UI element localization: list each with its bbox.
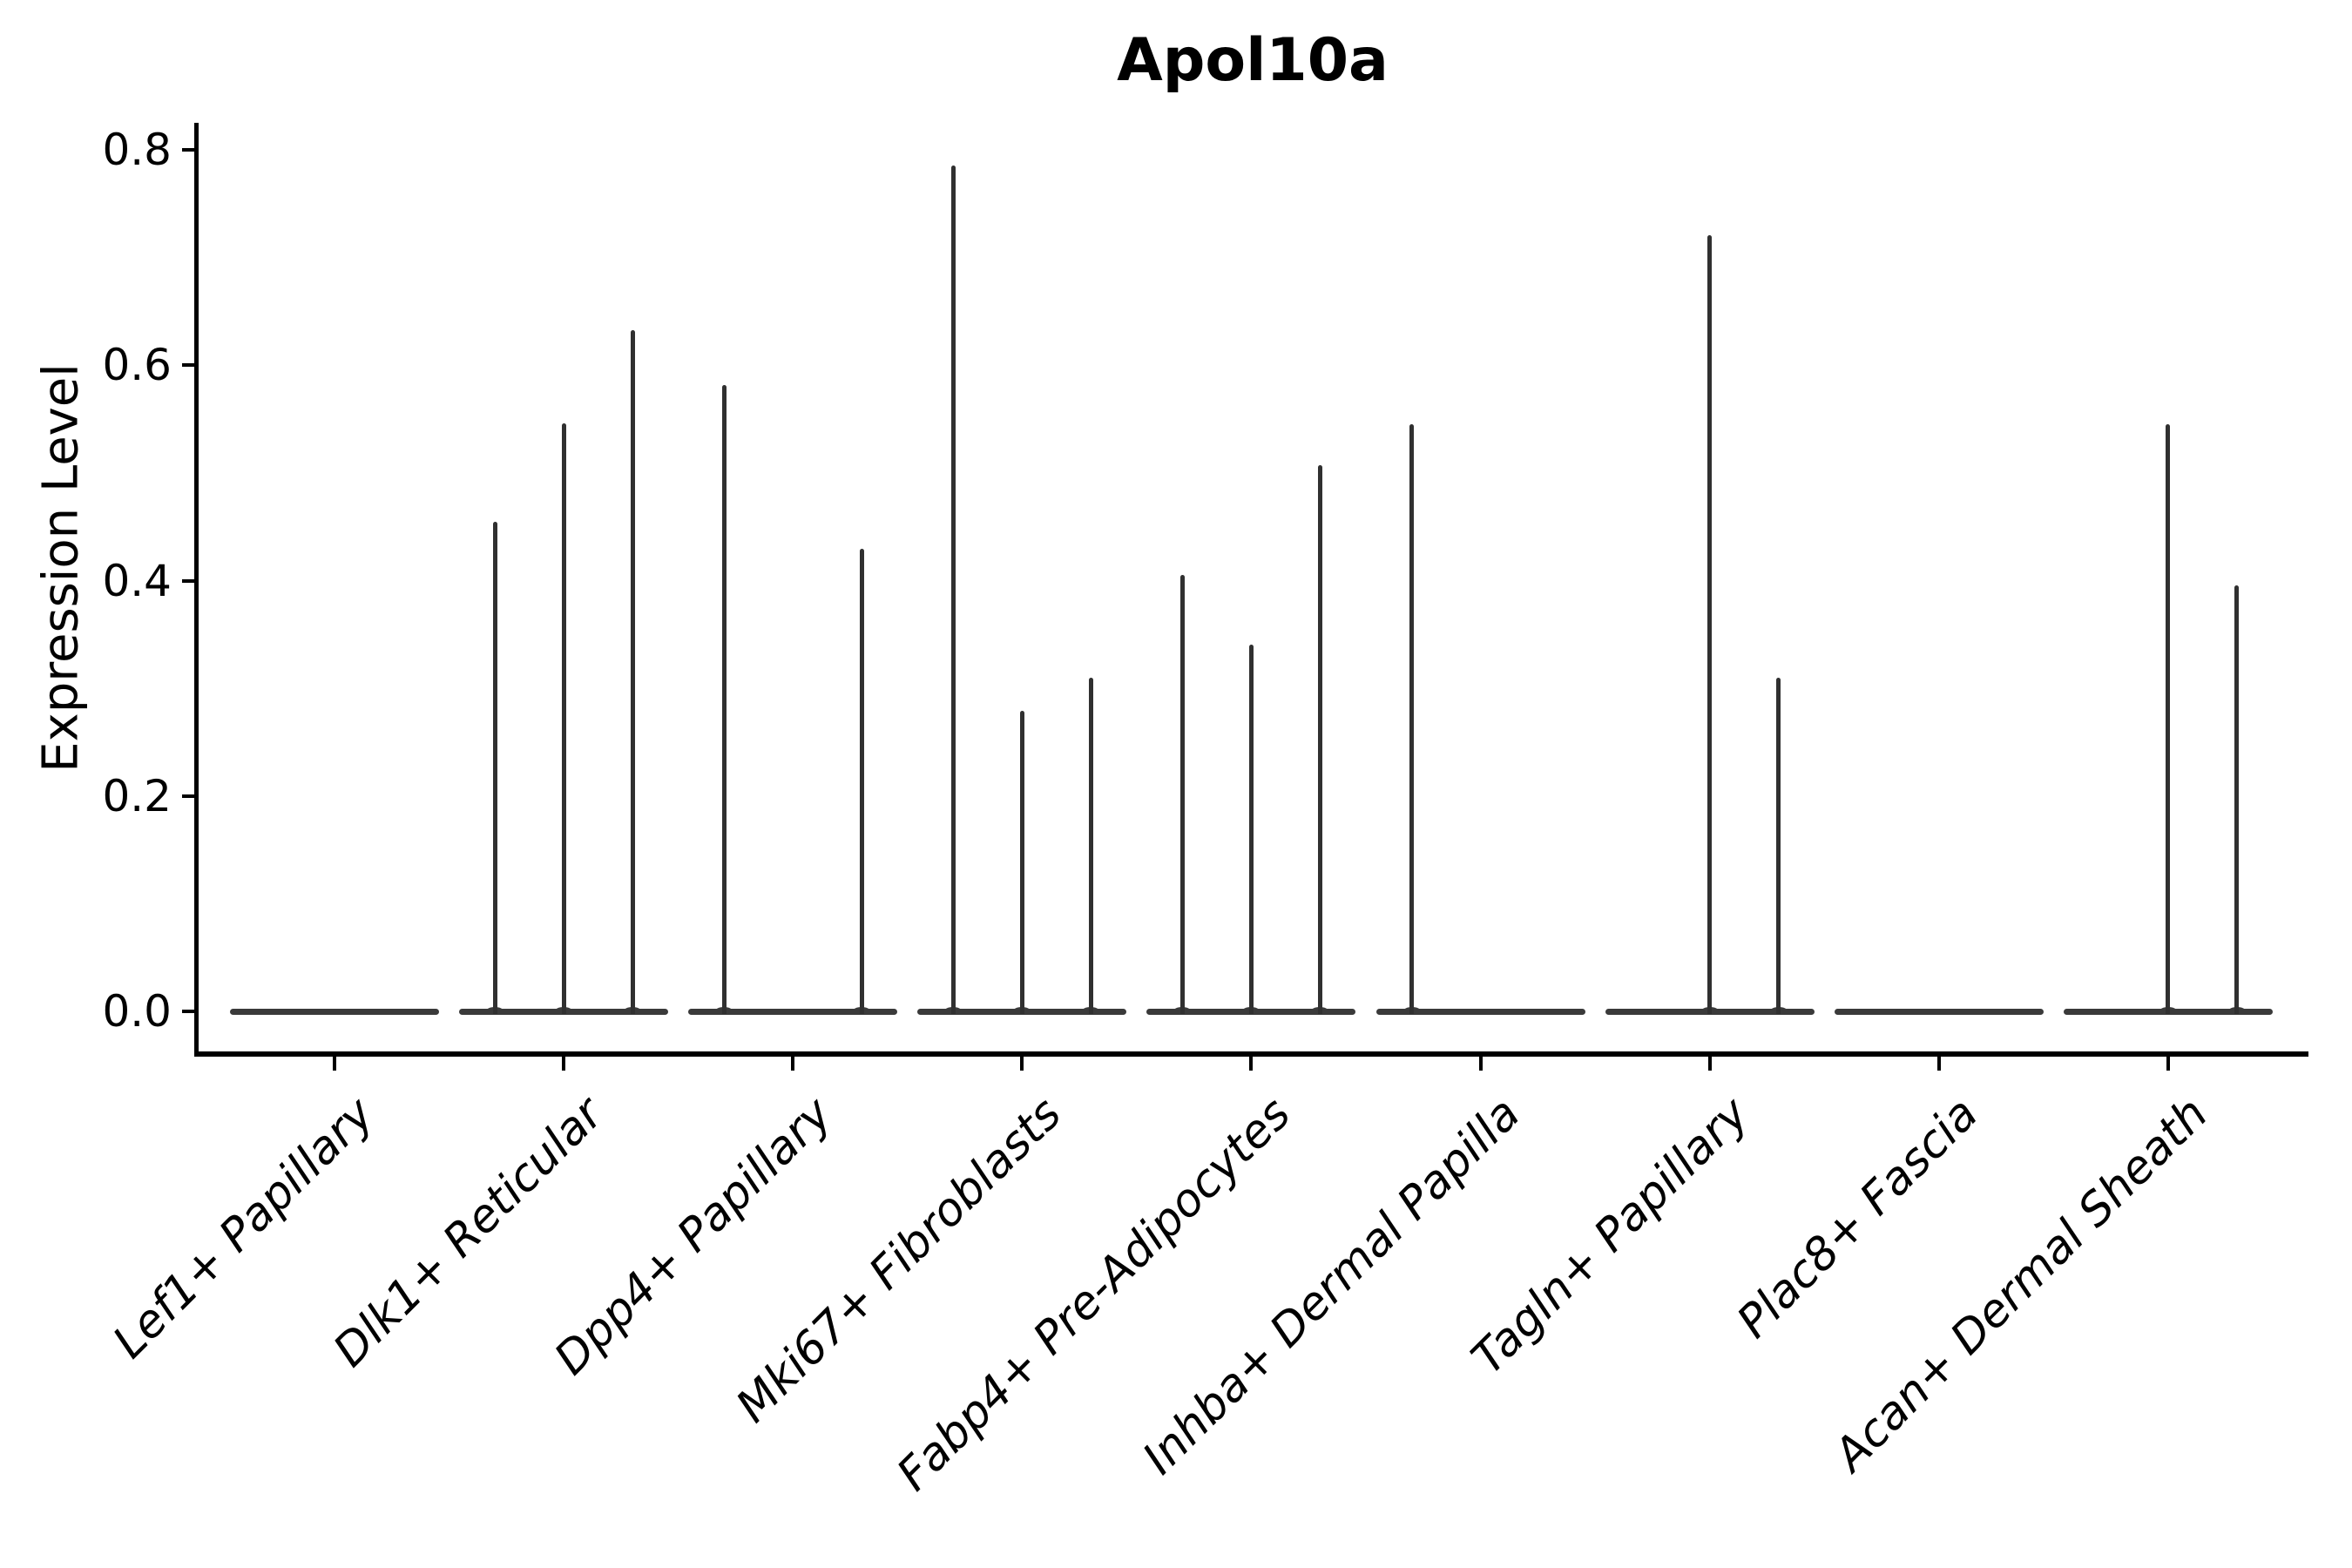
violin-spike	[1409, 424, 1414, 1014]
violin-spike	[2234, 585, 2240, 1014]
violin-spike	[1248, 644, 1254, 1014]
violin-spike	[630, 329, 635, 1014]
y-tick-label: 0.6	[102, 340, 172, 391]
y-tick-mark	[182, 148, 194, 152]
violin-spike	[2166, 424, 2171, 1014]
x-tick-mark	[1707, 1057, 1712, 1071]
violin-baseline	[688, 1008, 898, 1015]
x-tick-label: Plac8+ Fascia	[1727, 1087, 1989, 1348]
violin-spike	[721, 384, 727, 1014]
x-tick-label: Acan+ Dermal Sheath	[1823, 1087, 2218, 1482]
violin-spike	[1088, 677, 1093, 1014]
y-axis-spine	[194, 123, 199, 1057]
x-tick-mark	[791, 1057, 795, 1071]
y-tick-mark	[182, 578, 194, 583]
y-tick-mark	[182, 1010, 194, 1013]
x-tick-mark	[562, 1057, 566, 1071]
violin-spike	[1776, 677, 1781, 1014]
x-tick-mark	[1249, 1057, 1254, 1071]
x-tick-mark	[1020, 1057, 1024, 1071]
x-tick-label: Inhba+ Dermal Papilla	[1132, 1087, 1531, 1485]
y-tick-label: 0.4	[102, 555, 172, 606]
violin-spike	[1179, 575, 1185, 1014]
x-tick-label: Fabp4+ Pre-Adipocytes	[887, 1087, 1301, 1502]
y-tick-label: 0.8	[102, 125, 172, 176]
y-tick-mark	[182, 794, 194, 798]
x-axis-spine	[194, 1051, 2308, 1057]
x-tick-mark	[1478, 1057, 1483, 1071]
y-tick-mark	[182, 363, 194, 368]
violin-spike	[492, 521, 497, 1014]
violin-baseline	[230, 1008, 439, 1015]
y-tick-label: 0.0	[102, 986, 172, 1037]
violin-spike	[950, 165, 956, 1014]
plot-title: Apol10a	[1117, 26, 1389, 95]
y-tick-label: 0.2	[102, 770, 172, 821]
violin-baseline	[1834, 1008, 2044, 1015]
x-tick-mark	[2166, 1057, 2170, 1071]
violin-spike	[1317, 465, 1322, 1014]
violin-spike	[859, 548, 864, 1014]
x-tick-mark	[333, 1057, 336, 1071]
violin-spike	[561, 423, 566, 1014]
violin-spike	[1019, 711, 1024, 1014]
x-tick-mark	[1936, 1057, 1941, 1071]
violin-spike	[1707, 234, 1713, 1014]
violin-baseline	[1375, 1008, 1585, 1015]
